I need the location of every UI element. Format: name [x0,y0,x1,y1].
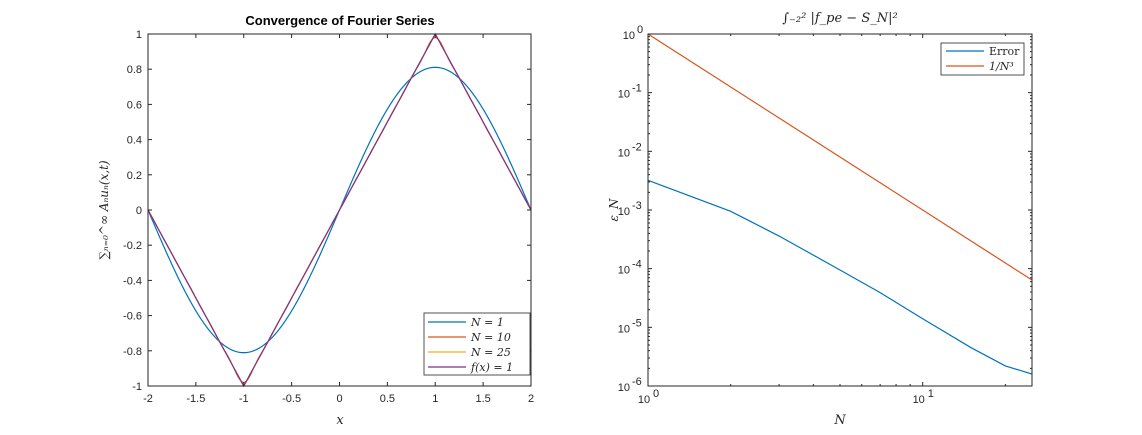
left-x-axis-label: x [336,413,344,428]
left-x-tick-label: 2 [528,393,534,405]
legend-label-fx: f(x) = 1 [470,361,513,374]
left-x-tick-label: -1.5 [186,393,205,405]
right-x-axis-label: N [833,413,846,428]
left-x-tick-label: 0 [336,393,342,405]
left-x-tick-label: 1.5 [475,393,490,405]
right-y-tick-exponent: -2 [632,141,642,153]
right-x-ticks: 10 0 10 1 [638,34,1006,406]
legend-label-n10: N = 10 [470,331,511,344]
right-y-tick-exponent: -6 [632,376,642,388]
left-y-tick-label: -0.8 [123,346,142,358]
left-x-tick-label: 1 [432,393,438,405]
left-curves [147,32,532,388]
legend-label-n1: N = 1 [470,316,504,329]
right-y-tick-label: 10 [618,382,630,394]
fourier-convergence-plot: Convergence of Fourier Series -2 -1.5 -1 -0… [97,13,534,428]
left-y-tick-label: -1 [132,381,142,393]
right-y-tick-exponent: -1 [632,83,642,95]
right-x-tick-label: 10 [913,394,925,406]
left-series-3 [147,32,532,388]
left-x-ticks: -2 -1.5 -1 -0.5 0 0.5 1 1.5 2 [143,34,534,405]
left-y-tick-label: 0 [136,205,142,217]
left-legend-box [423,312,531,376]
left-y-tick-label: -0.6 [123,311,142,323]
right-x-tick-exponent: 1 [928,388,934,400]
left-x-tick-label: -2 [143,393,153,405]
legend-label-error: Error [989,45,1020,58]
right-y-axis-label: ε_N [607,198,621,221]
right-y-tick-label: 10 [618,206,630,218]
right-axes-box [647,33,1033,387]
left-y-tick-label: -0.2 [123,240,142,252]
right-y-tick-label: 10 [618,89,630,101]
left-x-tick-label: -0.5 [282,393,301,405]
right-y-tick-label: 10 [618,147,630,159]
right-series-1 [647,33,1033,281]
right-y-tick-exponent: -4 [632,259,642,271]
right-x-tick-exponent: 0 [653,388,659,400]
right-curves [647,33,1033,375]
right-plot-title: ∫₋₂² |f_pe − S_N|² [782,11,897,26]
right-y-tick-exponent: -3 [632,200,642,212]
left-y-tick-label: 0.6 [127,99,142,111]
right-y-tick-label: 10 [623,30,635,42]
left-y-tick-label: -0.4 [123,275,142,287]
left-y-axis-label: ∑ₙ₌₀^∞ Aₙuₙ(x,t) [97,160,111,260]
left-y-tick-label: 1 [136,29,142,41]
legend-label-n25: N = 25 [470,346,511,359]
legend-label-inv-cube: 1/N³ [989,60,1014,73]
left-y-tick-label: 0.8 [127,64,142,76]
right-y-tick-label: 10 [618,265,630,277]
right-y-tick-label: 10 [618,323,630,335]
left-y-tick-label: 0.4 [127,135,142,147]
left-x-tick-label: 0.5 [380,393,395,405]
right-y-tick-exponent: 0 [637,24,643,36]
right-legend-box [940,42,1025,76]
left-plot-title: Convergence of Fourier Series [245,13,434,28]
right-legend: Error 1/N³ [940,42,1025,76]
left-y-ticks: -1 -0.8 -0.6 -0.4 -0.2 0 0.2 0.4 0.6 0.8 1 [123,29,531,393]
right-y-tick-exponent: -5 [632,317,642,329]
left-legend: N = 1 N = 10 N = 25 f(x) = 1 [423,312,531,376]
right-series-0 [647,179,1033,375]
left-x-tick-label: -1 [239,393,249,405]
right-x-tick-label: 10 [638,394,650,406]
left-y-tick-label: 0.2 [127,170,142,182]
